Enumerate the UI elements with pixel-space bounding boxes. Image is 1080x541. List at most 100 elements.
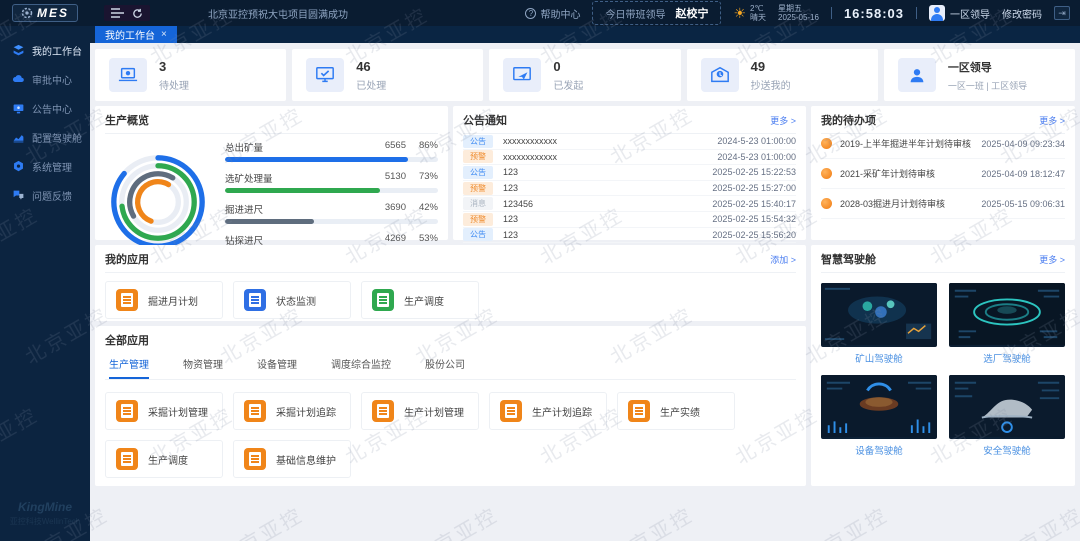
app-item[interactable]: 状态监测 (233, 281, 351, 319)
app-item[interactable]: 基础信息维护 (233, 440, 351, 478)
app-doc-icon (116, 400, 138, 422)
section-title: 生产概览 (105, 115, 149, 127)
sidebar: 我的工作台 审批中心 公告中心 配置驾驶舱 系统管理 问题反馈 KingMine… (0, 26, 90, 541)
cockpit-plant[interactable]: 选厂驾驶舱 (949, 283, 1065, 365)
brand-footer: KingMine 亚控科技WellinTech (0, 500, 90, 527)
help-center-link[interactable]: ? 帮助中心 (525, 6, 580, 21)
stat-label: 抄送我的 (750, 80, 791, 92)
app-doc-icon (244, 400, 266, 422)
date-widget: 星期五 2025-05-16 (778, 4, 819, 22)
weather-desc: 晴天 (750, 13, 767, 22)
stat-leader-card[interactable]: 一区领导 一区一班 | 工区领导 (883, 49, 1076, 101)
app-item[interactable]: 生产计划管理 (361, 392, 479, 430)
announcement-row[interactable]: 预警 123 2025-02-25 15:54:32 (463, 212, 796, 228)
more-link[interactable]: 更多 > (1039, 254, 1065, 265)
change-password-link[interactable]: 修改密码 (1002, 9, 1042, 21)
help-label: 帮助中心 (540, 9, 581, 21)
weather-temp: 2℃ (750, 3, 764, 13)
todo-row[interactable]: 2021-采矿年计划待审核 2025-04-09 18:12:47 (821, 159, 1065, 189)
section-title: 公告通知 (463, 115, 507, 127)
cockpit-label: 设备驾驶舱 (855, 446, 903, 457)
sidebar-item-label: 审批中心 (32, 76, 72, 87)
cockpit-label: 选厂驾驶舱 (983, 354, 1031, 365)
system-gear-icon (14, 160, 23, 172)
tab-equipment-mgmt[interactable]: 设备管理 (257, 360, 297, 371)
announcement-row[interactable]: 消息 123456 2025-02-25 15:40:17 (463, 196, 796, 212)
logout-icon[interactable]: ⇥ (1054, 6, 1070, 20)
cockpit-label: 矿山驾驶舱 (855, 354, 903, 365)
refresh-icon[interactable] (130, 7, 144, 19)
app-item[interactable]: 生产实绩 (617, 392, 735, 430)
initiated-send-icon (503, 58, 542, 92)
divider (830, 7, 832, 19)
equipment-cockpit-thumbnail (821, 375, 937, 439)
app-item[interactable]: 掘进月计划 (105, 281, 223, 319)
stat-value: 49 (750, 58, 766, 74)
app-monitor-icon (244, 289, 266, 311)
app-doc-icon (116, 448, 138, 470)
app-doc-icon (500, 400, 522, 422)
app-schedule-icon (372, 289, 394, 311)
duty-name: 赵校宁 (675, 8, 709, 20)
todo-row[interactable]: 2028-03掘进月计划待审核 2025-05-15 09:06:31 (821, 189, 1065, 219)
tab-my-workbench[interactable]: 我的工作台 × (95, 26, 177, 43)
app-item[interactable]: 采掘计划追踪 (233, 392, 351, 430)
section-title: 智慧驾驶舱 (821, 254, 876, 266)
app-item[interactable]: 采掘计划管理 (105, 392, 223, 430)
workbench-icon (13, 44, 24, 56)
app-item[interactable]: 生产调度 (361, 281, 479, 319)
app-logo: MES (0, 0, 90, 26)
app-doc-icon (372, 400, 394, 422)
tab-stock-company[interactable]: 股份公司 (425, 360, 465, 371)
announcement-row[interactable]: 预警 123 2025-02-25 15:27:00 (463, 181, 796, 197)
announcement-row[interactable]: 公告 xxxxxxxxxxxx 2024-5-23 01:00:00 (463, 134, 796, 150)
tab-production-mgmt[interactable]: 生产管理 (109, 356, 149, 379)
divider (916, 7, 917, 19)
stat-processed[interactable]: 46 已处理 (292, 49, 484, 101)
safety-cockpit-thumbnail (949, 375, 1065, 439)
avatar (929, 5, 945, 21)
tab-material-mgmt[interactable]: 物资管理 (183, 360, 223, 371)
cockpit-equipment[interactable]: 设备驾驶舱 (821, 375, 937, 457)
sidebar-item-label: 配置驾驶舱 (32, 134, 82, 145)
chart-icon (13, 135, 24, 143)
todos-card: 我的待办项 更多 > 2019-上半年掘进半年计划待审核 2025-04-09 0… (811, 106, 1075, 240)
my-apps-list: 掘进月计划 状态监测 生产调度 (105, 273, 796, 319)
sidebar-item-system[interactable]: 系统管理 (0, 152, 90, 181)
sidebar-item-feedback[interactable]: 问题反馈 (0, 181, 90, 210)
stat-initiated[interactable]: 0 已发起 (489, 49, 681, 101)
tab-bar: 我的工作台 × (90, 26, 1080, 43)
sidebar-item-approval[interactable]: 审批中心 (0, 65, 90, 94)
approval-cloud-icon (12, 75, 24, 82)
stat-cc-me[interactable]: 49 抄送我的 (686, 49, 878, 101)
section-title: 全部应用 (105, 335, 149, 347)
sidebar-item-workbench[interactable]: 我的工作台 (0, 36, 90, 65)
add-app-link[interactable]: 添加 > (770, 254, 796, 265)
sidebar-item-cockpit-config[interactable]: 配置驾驶舱 (0, 123, 90, 152)
production-overview-card: 生产概览 (95, 106, 448, 255)
announcement-row[interactable]: 预警 xxxxxxxxxxxx 2024-5-23 01:00:00 (463, 150, 796, 166)
cockpit-card: 智慧驾驶舱 更多 > 矿山驾驶舱 (811, 245, 1075, 486)
weather-widget: ☀ 2℃ 晴天 (733, 4, 766, 22)
more-link[interactable]: 更多 > (1039, 115, 1065, 126)
sidebar-item-announcement[interactable]: 公告中心 (0, 94, 90, 123)
cockpit-safety[interactable]: 安全驾驶舱 (949, 375, 1065, 457)
collapse-menu-icon[interactable] (110, 7, 124, 19)
section-title: 我的应用 (105, 254, 149, 266)
user-menu[interactable]: 一区领导 (929, 5, 990, 21)
announcement-list: 公告 xxxxxxxxxxxx 2024-5-23 01:00:00 预警 xxxxx… (463, 134, 796, 244)
stat-pending[interactable]: 3 待处理 (95, 49, 287, 101)
announcement-row[interactable]: 公告 123 2025-02-25 15:22:53 (463, 165, 796, 181)
todo-row[interactable]: 2019-上半年掘进半年计划待审核 2025-04-09 09:23:34 (821, 129, 1065, 159)
app-item[interactable]: 生产调度 (105, 440, 223, 478)
more-link[interactable]: 更多 > (770, 115, 796, 126)
cockpit-grid: 矿山驾驶舱 选厂驾驶舱 (821, 273, 1065, 457)
tab-dispatch-monitor[interactable]: 调度综合监控 (331, 360, 391, 371)
metric-row: 选矿处理量 5130 73% (225, 171, 438, 193)
person-icon (897, 58, 936, 92)
close-icon[interactable]: × (161, 29, 167, 40)
announcement-row[interactable]: 公告 123 2025-02-25 15:56:20 (463, 228, 796, 244)
mine-cockpit-thumbnail (821, 283, 937, 347)
app-item[interactable]: 生产计划追踪 (489, 392, 607, 430)
cockpit-mine[interactable]: 矿山驾驶舱 (821, 283, 937, 365)
